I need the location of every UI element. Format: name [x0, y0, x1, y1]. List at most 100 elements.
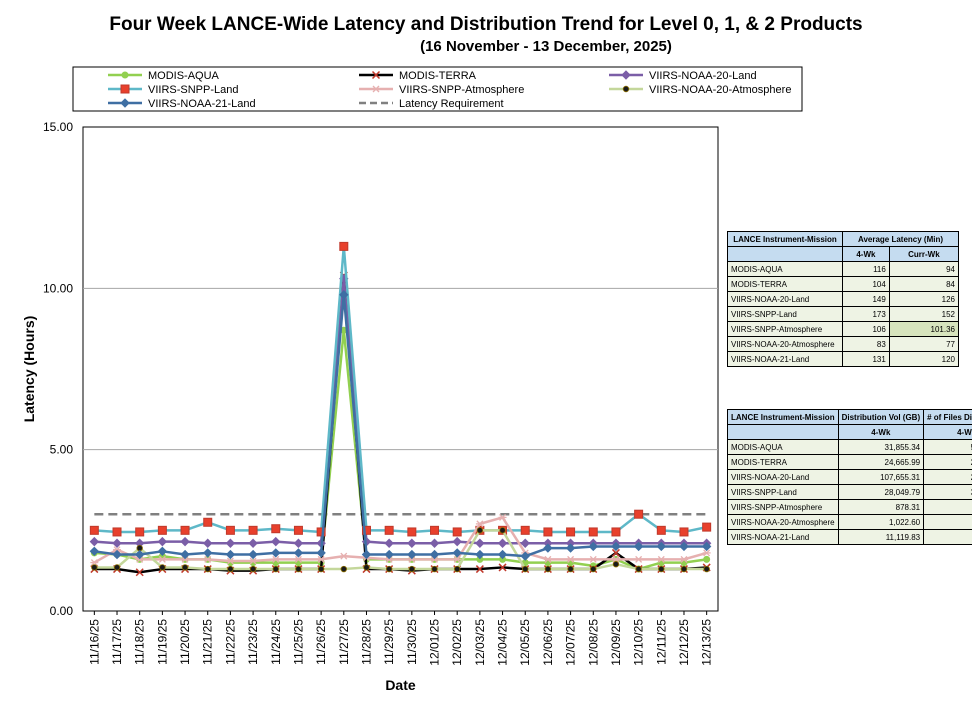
data-point — [293, 538, 304, 548]
table-subheader: Curr-Wk — [888, 246, 960, 262]
table-row: VIIRS-SNPP-Atmosphere 106 101.36 — [727, 321, 960, 337]
table-row: VIIRS-NOAA-20-Land 149 126 — [727, 291, 960, 307]
data-point — [204, 565, 211, 573]
row-value: 106 — [842, 321, 890, 337]
data-point — [520, 551, 530, 561]
data-point — [522, 565, 529, 573]
legend-label: VIIRS-NOAA-21-Land — [148, 98, 256, 110]
data-point — [295, 565, 302, 573]
row-value: 101.36 — [888, 321, 960, 337]
data-point — [498, 513, 507, 521]
row-value: 28,049.79 — [837, 484, 925, 500]
data-point — [633, 541, 644, 552]
plot-area: 0.00 5.00 10.00 15.00 11/16/25 11/17/25 11/18/… — [21, 120, 719, 693]
legend-label: Latency Requirement — [399, 98, 504, 110]
data-point — [407, 527, 417, 537]
data-point — [679, 555, 688, 563]
data-point — [543, 527, 553, 537]
data-point — [407, 538, 417, 548]
data-point — [89, 546, 100, 557]
x-tick-label: 12/08/25 — [586, 619, 600, 666]
legend-item: VIIRS-NOAA-21-Land — [108, 98, 256, 110]
table-row: MODIS-TERRA 104 84 — [727, 276, 960, 292]
data-point — [249, 557, 258, 565]
data-point — [203, 538, 213, 548]
legend-marker — [621, 70, 631, 80]
x-tick-label: 11/25/25 — [291, 619, 305, 665]
x-tick-label: 12/03/25 — [473, 619, 487, 666]
data-point — [589, 555, 598, 563]
row-value: 120 — [888, 351, 960, 367]
legend-item: Latency Requirement — [359, 98, 504, 110]
data-point — [520, 525, 530, 535]
row-value: 24,665.99 — [837, 454, 925, 470]
series-viirs-noaa-20-atmosphere — [91, 527, 710, 573]
legend-item: MODIS-AQUA — [108, 70, 220, 82]
data-point — [679, 527, 689, 537]
data-point — [453, 565, 461, 573]
row-value: 131 — [842, 351, 890, 367]
data-point — [203, 517, 213, 527]
legend-item: VIIRS-NOAA-20-Land — [609, 70, 757, 82]
data-point — [590, 565, 597, 573]
table-header: # of Files Distributed — [923, 409, 972, 425]
data-point — [703, 565, 710, 573]
data-point — [181, 555, 190, 563]
data-point — [452, 536, 462, 547]
row-label: MODIS-AQUA — [727, 261, 843, 277]
data-point — [658, 565, 665, 573]
row-label: MODIS-AQUA — [727, 439, 839, 455]
row-label: MODIS-TERRA — [727, 276, 843, 292]
x-tick-label: 12/10/25 — [632, 619, 646, 666]
data-point — [611, 555, 620, 563]
data-point — [498, 563, 507, 572]
table-header: Average Latency (Min) — [842, 231, 959, 247]
x-tick-label: 11/28/25 — [359, 619, 373, 665]
table-row: MODIS-AQUA 116 94 — [727, 261, 960, 277]
data-point — [112, 538, 122, 548]
data-point — [271, 524, 281, 534]
table-header-blank — [727, 246, 843, 262]
legend-item: VIIRS-NOAA-20-Atmosphere — [609, 84, 791, 96]
x-tick-label: 11/16/25 — [87, 619, 101, 665]
table-subheader: 4-Wk — [837, 424, 925, 440]
data-point — [89, 536, 100, 547]
table-header: LANCE Instrument-Mission — [727, 231, 843, 247]
x-tick-label: 11/27/25 — [337, 619, 351, 665]
data-point — [657, 555, 666, 563]
data-point — [567, 565, 574, 573]
data-point — [656, 541, 667, 552]
x-tick-label: 12/06/25 — [541, 619, 555, 666]
row-value: 77 — [888, 336, 960, 352]
row-label: VIIRS-SNPP-Land — [727, 306, 843, 322]
data-point — [385, 555, 394, 563]
row-label: VIIRS-NOAA-21-Land — [727, 529, 839, 545]
series-line — [94, 293, 707, 558]
y-axis-label: Latency (Hours) — [21, 316, 37, 423]
legend-label: VIIRS-SNPP-Land — [148, 84, 238, 96]
table-header-blank — [727, 424, 839, 440]
row-value: 83 — [842, 336, 890, 352]
table-header: Distribution Vol (GB) — [837, 409, 925, 425]
row-value: 31,855.34 — [837, 439, 925, 455]
x-tick-label: 11/19/25 — [155, 619, 169, 665]
data-point — [384, 549, 394, 560]
data-point — [113, 564, 121, 571]
row-value: 94 — [888, 261, 960, 277]
x-axis-label: Date — [385, 677, 416, 693]
data-point — [339, 552, 348, 560]
data-point — [339, 290, 349, 300]
row-value: 107,655.31 — [837, 469, 925, 485]
legend-item: MODIS-TERRA — [359, 70, 477, 82]
data-point — [499, 527, 506, 534]
table-subheader: 4-Wk — [842, 246, 890, 262]
table-row: VIIRS-NOAA-21-Land 131 120 — [727, 351, 960, 367]
data-point — [497, 549, 508, 560]
data-point — [225, 525, 235, 535]
